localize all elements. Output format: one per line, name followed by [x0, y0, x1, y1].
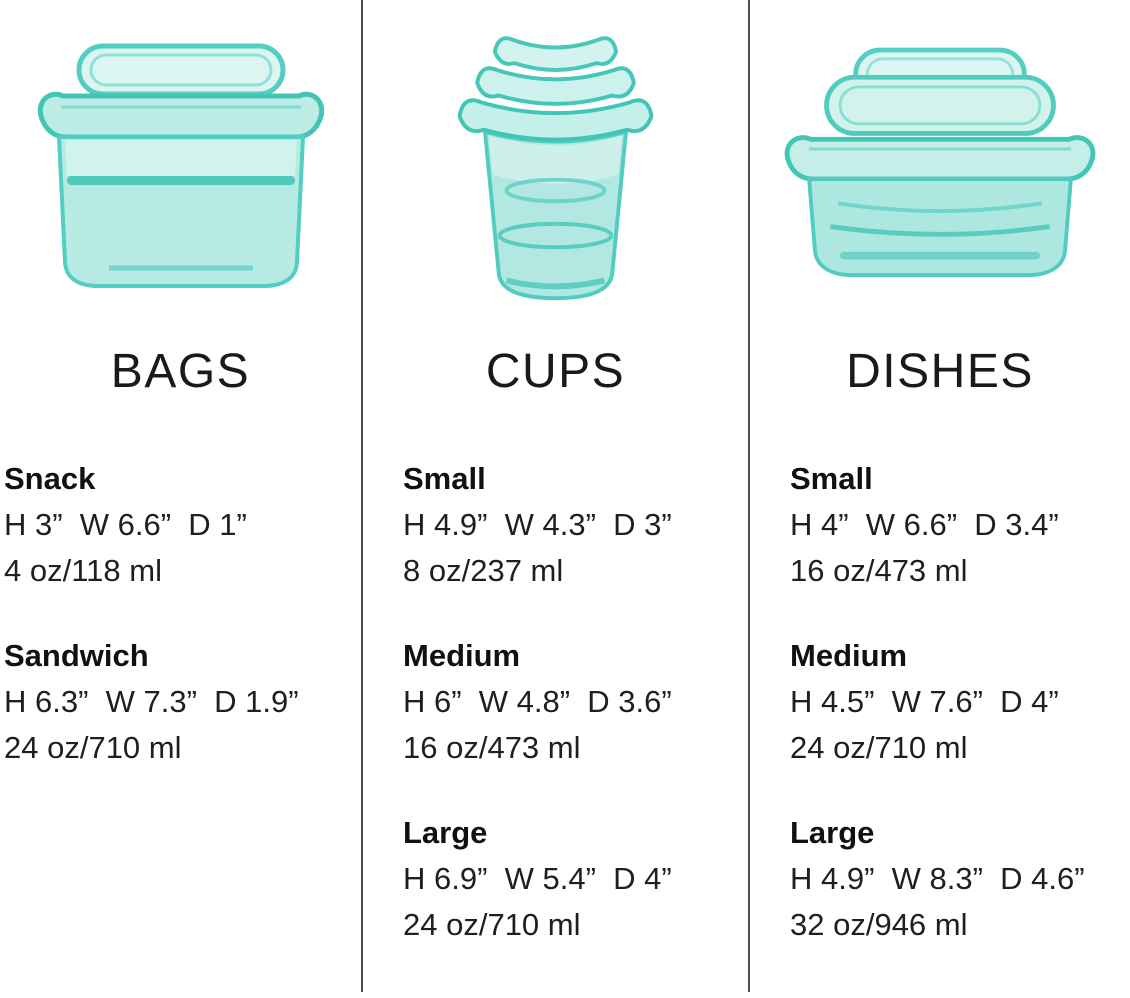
cup-rims — [457, 36, 654, 142]
spec-item-small: Small H 4.9” W 4.3” D 3” 8 oz/237 ml — [403, 456, 742, 594]
item-name: Medium — [403, 638, 521, 673]
item-name: Small — [403, 461, 486, 496]
cups-photo — [363, 0, 748, 330]
item-dims: H 4.9” W 4.3” D 3” — [403, 507, 672, 542]
column-cups: CUPS Small H 4.9” W 4.3” D 3” 8 oz/237 m… — [363, 0, 748, 998]
item-volume: 16 oz/473 ml — [790, 553, 968, 588]
item-dims: H 4.9” W 8.3” D 4.6” — [790, 861, 1085, 896]
bags-illustration — [37, 43, 324, 288]
cup-body — [482, 129, 629, 301]
bags-spec-list: Snack H 3” W 6.6” D 1” 4 oz/118 ml Sandw… — [0, 456, 361, 771]
dishes-illustration — [784, 47, 1096, 277]
item-name: Large — [790, 815, 875, 850]
dishes-spec-list: Small H 4” W 6.6” D 3.4” 16 oz/473 ml Me… — [750, 456, 1130, 948]
spec-item-large: Large H 4.9” W 8.3” D 4.6” 32 oz/946 ml — [790, 810, 1124, 948]
item-dims: H 6” W 4.8” D 3.6” — [403, 684, 672, 719]
dishes-photo — [750, 0, 1130, 330]
item-volume: 24 oz/710 ml — [790, 730, 968, 765]
spec-item-medium: Medium H 6” W 4.8” D 3.6” 16 oz/473 ml — [403, 633, 742, 771]
dish-medium-lid — [824, 74, 1056, 136]
spec-item-medium: Medium H 4.5” W 7.6” D 4” 24 oz/710 ml — [790, 633, 1124, 771]
item-volume: 16 oz/473 ml — [403, 730, 581, 765]
item-name: Large — [403, 815, 488, 850]
item-volume: 8 oz/237 ml — [403, 553, 564, 588]
item-volume: 32 oz/946 ml — [790, 907, 968, 942]
column-dishes: DISHES Small H 4” W 6.6” D 3.4” 16 oz/47… — [750, 0, 1130, 998]
item-name: Sandwich — [4, 638, 149, 673]
bag-front — [37, 91, 324, 288]
item-dims: H 4” W 6.6” D 3.4” — [790, 507, 1059, 542]
spec-item-large: Large H 6.9” W 5.4” D 4” 24 oz/710 ml — [403, 810, 742, 948]
item-volume: 24 oz/710 ml — [4, 730, 182, 765]
column-title-dishes: DISHES — [846, 345, 1034, 398]
column-divider — [748, 0, 750, 992]
item-dims: H 6.3” W 7.3” D 1.9” — [4, 684, 299, 719]
spec-item-snack: Snack H 3” W 6.6” D 1” 4 oz/118 ml — [4, 456, 355, 594]
cups-spec-list: Small H 4.9” W 4.3” D 3” 8 oz/237 ml Med… — [363, 456, 748, 948]
item-name: Small — [790, 461, 873, 496]
spec-item-sandwich: Sandwich H 6.3” W 7.3” D 1.9” 24 oz/710 … — [4, 633, 355, 771]
item-dims: H 3” W 6.6” D 1” — [4, 507, 247, 542]
column-title-cups: CUPS — [485, 345, 626, 398]
column-bags: BAGS Snack H 3” W 6.6” D 1” 4 oz/118 ml … — [0, 0, 361, 998]
cups-illustration — [457, 36, 654, 301]
item-volume: 4 oz/118 ml — [4, 553, 162, 588]
column-divider — [361, 0, 363, 992]
item-dims: H 6.9” W 5.4” D 4” — [403, 861, 672, 896]
item-name: Medium — [790, 638, 908, 673]
bag-back-lid — [76, 43, 285, 97]
item-volume: 24 oz/710 ml — [403, 907, 581, 942]
item-dims: H 4.5” W 7.6” D 4” — [790, 684, 1059, 719]
column-title-bags: BAGS — [110, 345, 251, 398]
bags-photo — [0, 0, 361, 330]
item-name: Snack — [4, 461, 96, 496]
spec-item-small: Small H 4” W 6.6” D 3.4” 16 oz/473 ml — [790, 456, 1124, 594]
dish-large-front — [784, 135, 1096, 277]
